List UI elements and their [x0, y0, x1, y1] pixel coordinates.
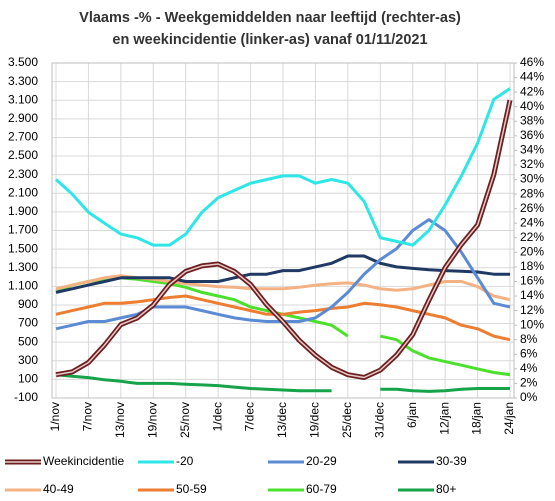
y-tick-label: 3.500 — [8, 55, 38, 69]
legend-label: 30-39 — [436, 454, 467, 468]
y2-tick-label: 34% — [520, 143, 544, 157]
y-tick-label: 2.500 — [8, 148, 38, 162]
x-tick-label: 7/nov — [81, 402, 95, 431]
y2-tick-label: 6% — [520, 346, 538, 360]
y-tick-label: -100 — [14, 390, 38, 404]
chart-title: en weekincidentie (linker-as) vanaf 01/1… — [112, 32, 427, 48]
y2-tick-label: 40% — [520, 99, 544, 113]
legend-label: 20-29 — [306, 454, 337, 468]
x-tick-label: 18/jan — [470, 402, 484, 435]
y2-tick-label: 36% — [520, 128, 544, 142]
y-tick-label: 2.700 — [8, 130, 38, 144]
y2-tick-label: 4% — [520, 361, 538, 375]
x-tick-label: 19/dec — [308, 402, 322, 438]
y2-tick-label: 38% — [520, 113, 544, 127]
y2-tick-label: 10% — [520, 317, 544, 331]
y-tick-label: 700 — [18, 316, 38, 330]
legend-label: 40-49 — [43, 482, 74, 496]
y-tick-label: 1.100 — [8, 279, 38, 293]
y-tick-label: 3.300 — [8, 74, 38, 88]
y-tick-label: 1.700 — [8, 223, 38, 237]
y2-tick-label: 0% — [520, 390, 538, 404]
y2-tick-label: 14% — [520, 288, 544, 302]
y2-tick-label: 42% — [520, 84, 544, 98]
y-tick-label: 1.900 — [8, 204, 38, 218]
x-tick-label: 13/nov — [113, 402, 127, 438]
legend-label: Weekincidentie — [43, 454, 124, 468]
x-tick-label: 1/nov — [48, 402, 62, 431]
y2-tick-label: 20% — [520, 245, 544, 259]
series-line — [54, 87, 511, 247]
chart-title: Vlaams -% - Weekgemiddelden naar leeftij… — [79, 10, 461, 26]
y-tick-label: 100 — [18, 372, 38, 386]
x-tick-label: 24/jan — [502, 402, 516, 435]
y2-tick-label: 30% — [520, 172, 544, 186]
y2-tick-label: 24% — [520, 215, 544, 229]
legend-label: 60-79 — [306, 482, 337, 496]
y2-tick-label: 8% — [520, 332, 538, 346]
series-line-inner — [55, 100, 511, 379]
y2-tick-label: 16% — [520, 274, 544, 288]
series-line — [55, 294, 511, 342]
plot-border — [51, 62, 515, 399]
x-tick-label: 25/nov — [178, 402, 192, 438]
y-tick-label: 2.300 — [8, 167, 38, 181]
y-tick-label: 2.100 — [8, 185, 38, 199]
y2-tick-label: 46% — [520, 55, 544, 69]
x-tick-label: 31/dec — [372, 402, 386, 438]
y2-tick-label: 12% — [520, 303, 544, 317]
x-tick-label: 1/dec — [210, 402, 224, 431]
x-tick-label: 7/dec — [243, 402, 257, 431]
series-line — [55, 373, 510, 393]
series-line — [55, 254, 510, 294]
y2-tick-label: 26% — [520, 201, 544, 215]
x-tick-label: 13/dec — [275, 402, 289, 438]
y-tick-label: 500 — [18, 334, 38, 348]
y-tick-label: 3.100 — [8, 92, 38, 106]
y2-tick-label: 2% — [520, 376, 538, 390]
y-tick-label: 900 — [18, 297, 38, 311]
y2-tick-label: 44% — [520, 70, 544, 84]
legend-label: 50-59 — [176, 482, 207, 496]
x-tick-label: 12/jan — [437, 402, 451, 435]
x-tick-label: 6/jan — [405, 402, 419, 428]
legend-label: 80+ — [436, 482, 456, 496]
x-tick-label: 19/nov — [145, 402, 159, 438]
x-tick-label: 25/dec — [340, 402, 354, 438]
y-tick-label: 300 — [18, 353, 38, 367]
y2-tick-label: 18% — [520, 259, 544, 273]
legend-label: -20 — [176, 454, 194, 468]
y2-tick-label: 22% — [520, 230, 544, 244]
y-tick-label: 1.300 — [8, 260, 38, 274]
y-tick-label: 1.500 — [8, 241, 38, 255]
y2-tick-label: 32% — [520, 157, 544, 171]
y-tick-label: 2.900 — [8, 111, 38, 125]
y2-tick-label: 28% — [520, 186, 544, 200]
